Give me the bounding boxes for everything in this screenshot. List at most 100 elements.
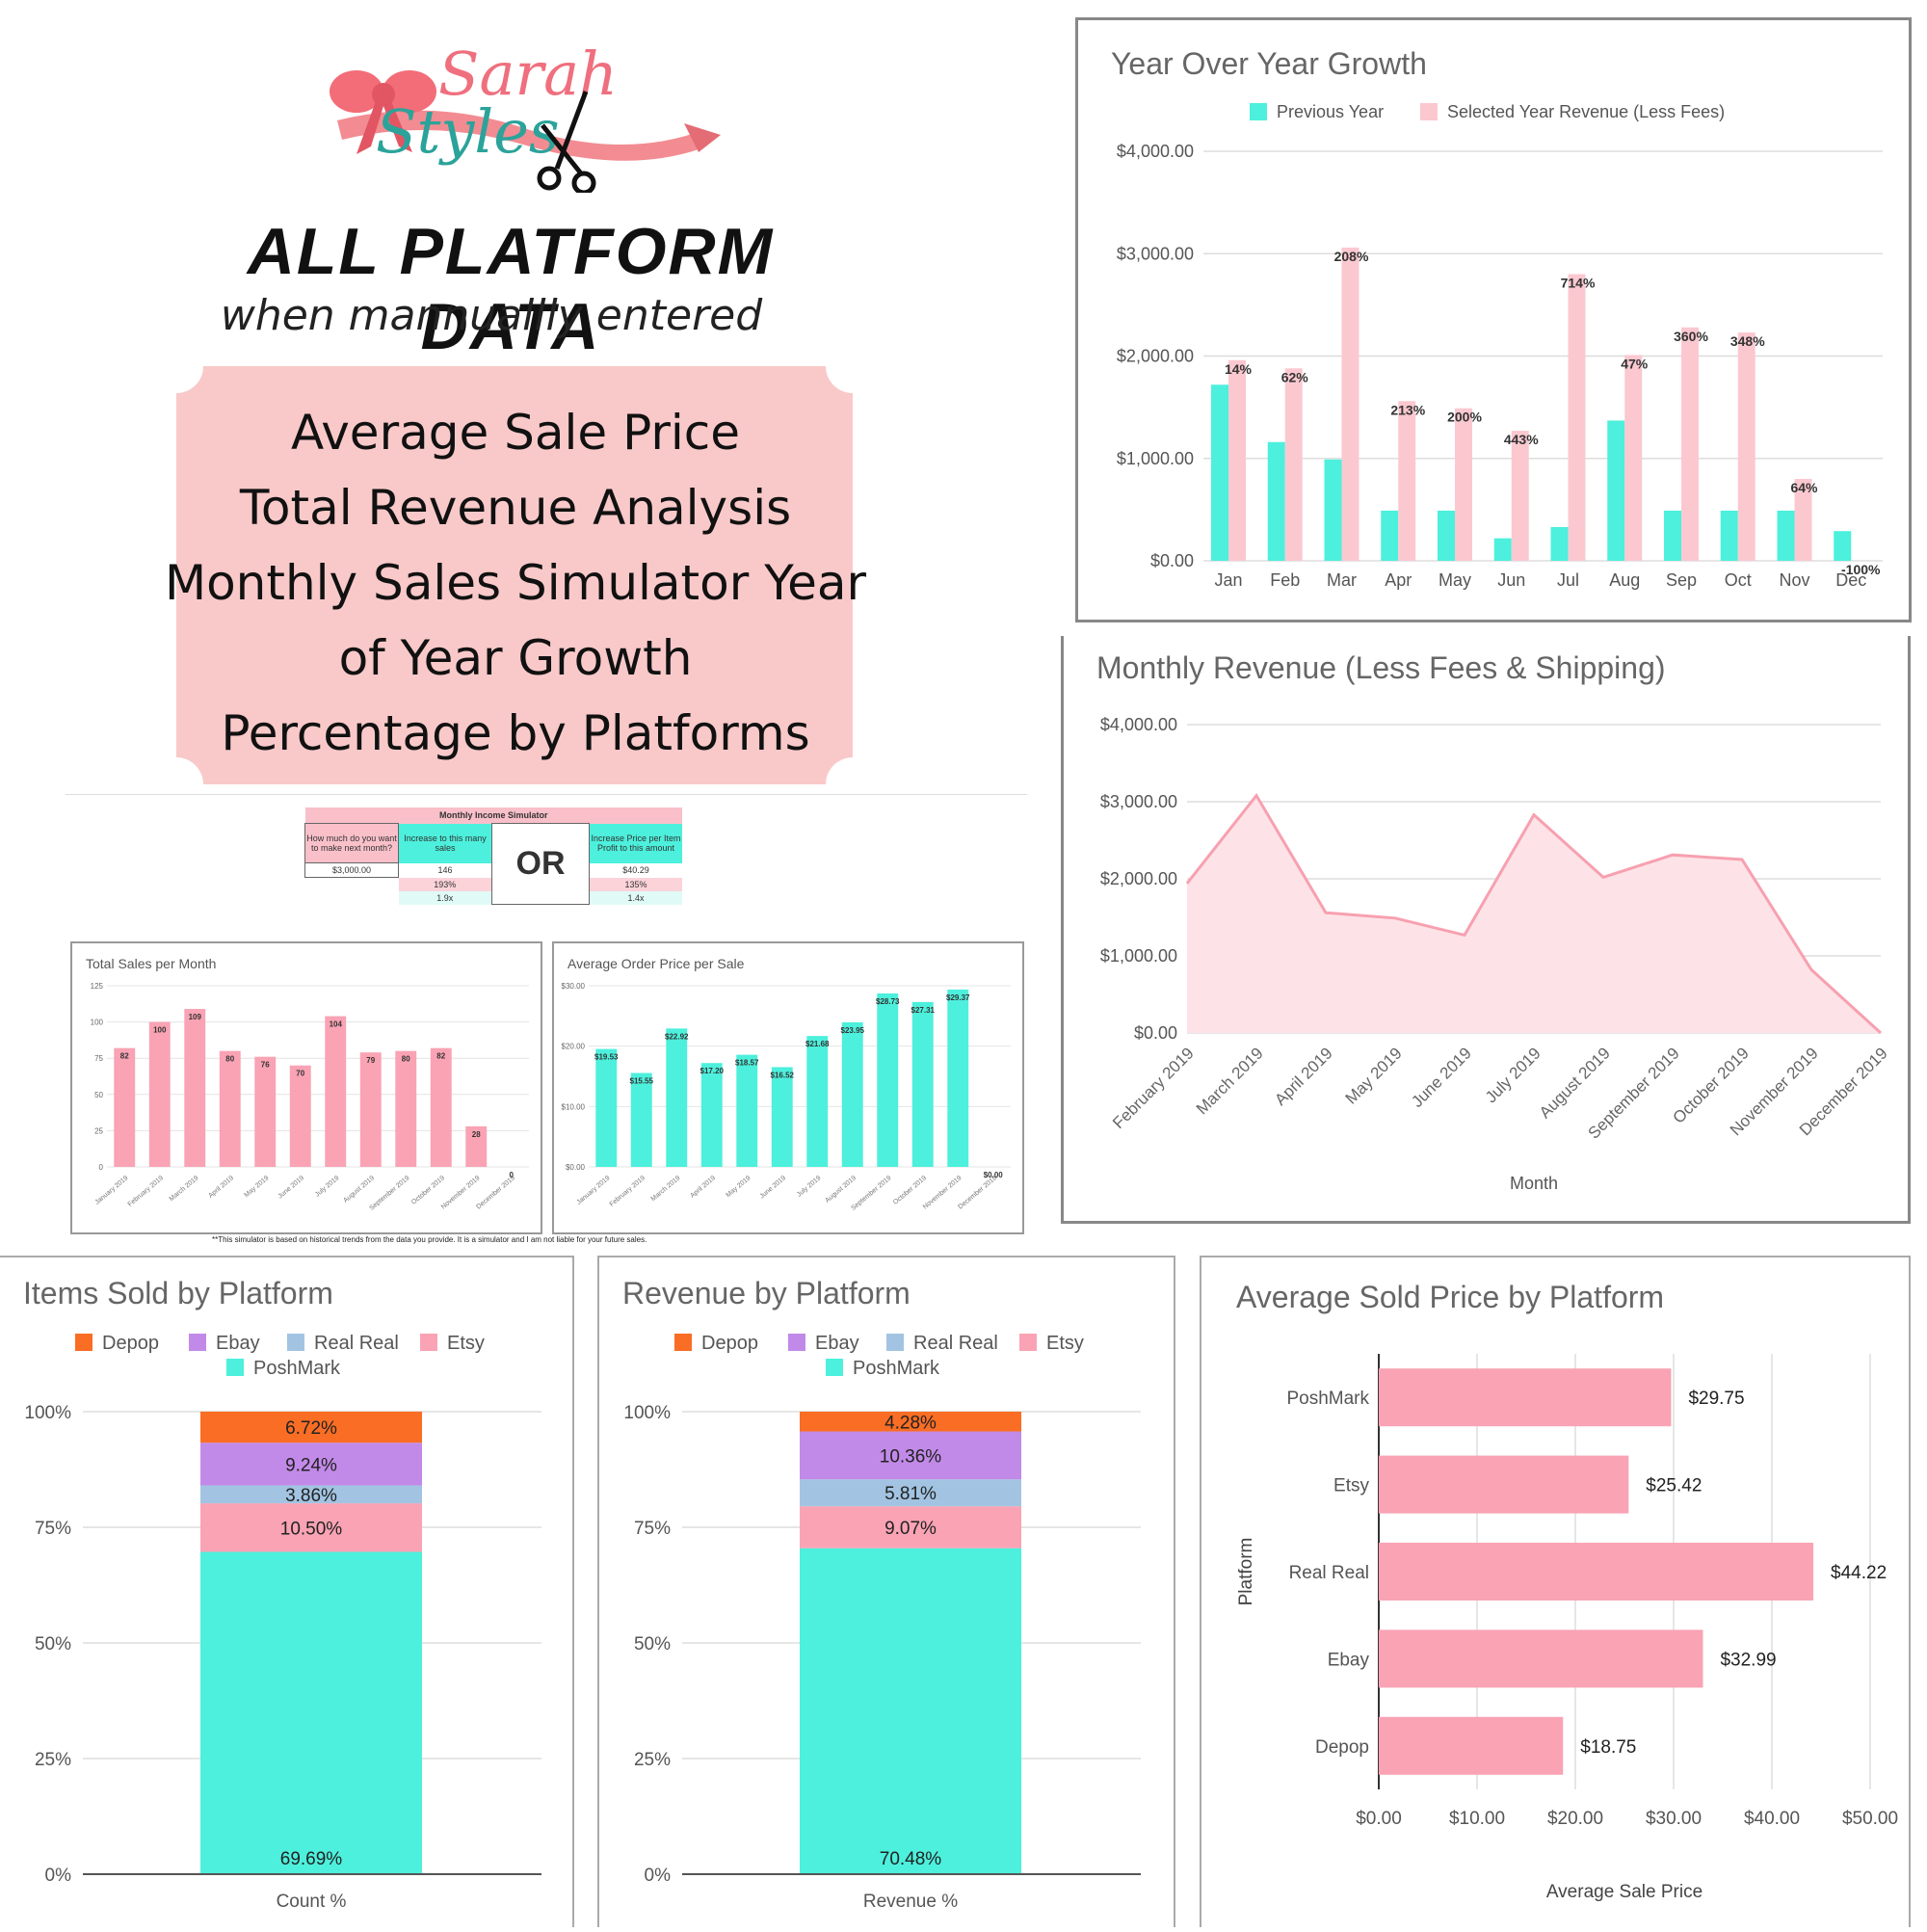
data-label: 104: [330, 1020, 343, 1029]
y-tick-label: $10.00: [562, 1102, 586, 1111]
area-fill: [1187, 795, 1881, 1033]
bar: [806, 1036, 829, 1167]
legend-label: Etsy: [1046, 1333, 1084, 1354]
y-tick-label: 0: [99, 1163, 104, 1172]
y-tick-label: 75%: [35, 1519, 71, 1539]
simulator-disclaimer: **This simulator is based on historical …: [212, 1235, 647, 1244]
x-tick-label: May 2019: [243, 1175, 270, 1199]
bar-selected-year: [1511, 431, 1529, 561]
legend-label: Real Real: [314, 1333, 399, 1354]
monthly-revenue-chart: Monthly Revenue (Less Fees & Shipping) $0…: [1096, 650, 1891, 1193]
x-tick-label: March 2019: [169, 1175, 200, 1203]
bar: [666, 1028, 688, 1167]
simulator-cell: 193%: [398, 877, 492, 891]
simulator-cell: 135%: [589, 877, 682, 891]
x-tick-label: Jan: [1214, 570, 1242, 590]
simulator-title: Monthly Income Simulator: [304, 807, 682, 824]
stack-segment: [200, 1442, 422, 1486]
simulator-cell: 1.9x: [398, 890, 492, 905]
data-label: 80: [225, 1055, 234, 1064]
bar-selected-year: [1398, 401, 1416, 561]
data-label: 70.48%: [880, 1849, 942, 1869]
data-label: $25.42: [1646, 1476, 1702, 1496]
data-label: $16.52: [771, 1071, 795, 1079]
x-tick-label: May: [1439, 570, 1471, 590]
simulator-cell: 1.4x: [589, 890, 682, 905]
x-tick-label: October 2019: [892, 1175, 928, 1206]
revenue-platform-chart: Revenue by Platform Depop Ebay Real Real Ets…: [622, 1276, 1141, 1912]
avg-sold-chart: Average Sold Price by Platform $0.00 $10.0…: [1236, 1280, 1898, 1902]
yoy-panel: Year Over Year Growth Previous Year Select…: [1075, 17, 1912, 622]
y-tick-label: $4,000.00: [1100, 715, 1177, 734]
y-tick-label: $1,000.00: [1100, 946, 1177, 966]
simulator-cell: $40.29: [622, 865, 649, 875]
bar-selected-year: [1284, 368, 1303, 561]
data-label: 82: [120, 1052, 129, 1061]
feature-box: [149, 339, 880, 811]
data-label: 9.07%: [884, 1519, 937, 1539]
stack-segment: [200, 1411, 422, 1443]
y-tick-label: 100%: [24, 1403, 71, 1423]
legend-swatch: [420, 1334, 437, 1351]
data-label: 80: [402, 1055, 410, 1064]
data-label: 100: [153, 1026, 167, 1035]
y-tick-label: 0%: [645, 1866, 672, 1886]
stack-segment: [800, 1479, 1021, 1507]
data-label: 0: [510, 1171, 515, 1179]
x-tick-label: Mar: [1327, 570, 1357, 590]
x-tick-label: January 2019: [94, 1175, 130, 1206]
legend-swatch: [75, 1334, 92, 1351]
legend-swatch: [1420, 103, 1438, 120]
bar: [1379, 1368, 1672, 1427]
x-tick-label: February 2019: [609, 1175, 647, 1208]
bar-selected-year: [1341, 247, 1359, 561]
bar-selected-year: [1794, 479, 1812, 561]
data-label: $29.75: [1688, 1389, 1744, 1409]
legend-swatch: [1250, 103, 1267, 120]
data-label: $0.00: [984, 1171, 1004, 1179]
page-subtitle: when mannuallly entered: [220, 291, 763, 340]
y-tick-label: 25%: [35, 1750, 71, 1770]
bar: [771, 1067, 793, 1167]
data-label: $23.95: [841, 1026, 865, 1035]
x-tick-label: December 2019: [957, 1175, 998, 1210]
data-label: 47%: [1621, 356, 1649, 371]
avg-order-panel: Average Order Price per Sale $0.00 $10.00 $…: [552, 941, 1024, 1234]
revenue-platform-panel: Revenue by Platform Depop Ebay Real Real Ets…: [597, 1256, 1175, 1927]
x-axis-label: Revenue %: [863, 1892, 958, 1912]
x-tick-label: January 2019: [576, 1175, 612, 1206]
y-tick-label: 50%: [35, 1634, 71, 1654]
items-sold-panel: Items Sold by Platform Depop Ebay Real Real…: [0, 1256, 574, 1927]
x-axis-label: Count %: [277, 1892, 347, 1912]
data-label: $22.92: [665, 1032, 689, 1041]
x-tick-label: Nov: [1779, 570, 1809, 590]
x-tick-label: February 2019: [1109, 1044, 1198, 1132]
bar-previous-year: [1777, 510, 1795, 561]
income-simulator-table: Monthly Income Simulator How much do you…: [304, 807, 682, 905]
y-tick-label: 100%: [623, 1403, 671, 1423]
x-tick-label: December 2019: [475, 1175, 516, 1210]
chart-title: Average Order Price per Sale: [568, 956, 745, 971]
stack-segment: [200, 1503, 422, 1552]
legend-label: Depop: [102, 1333, 159, 1354]
bar-selected-year: [1228, 359, 1246, 561]
y-tick-label: 100: [91, 1019, 104, 1027]
bar: [947, 989, 969, 1167]
bar-previous-year: [1381, 510, 1399, 561]
x-tick-label: August 2019: [824, 1175, 858, 1204]
scissors-icon: [537, 91, 596, 193]
feature-item: Monthly Sales Simulator Year: [164, 555, 867, 611]
data-label: 79: [366, 1056, 375, 1065]
data-label: 14%: [1225, 361, 1253, 377]
x-tick-label: April 2019: [1271, 1044, 1336, 1109]
x-tick-label: Jun: [1497, 570, 1525, 590]
legend-swatch: [788, 1334, 805, 1351]
data-label: $28.73: [876, 997, 900, 1006]
brand-logo: Sarah Styles: [318, 39, 723, 202]
simulator-input[interactable]: $3,000.00: [304, 862, 399, 878]
logo-line2: Styles: [376, 96, 560, 167]
yoy-chart: Year Over Year Growth Previous Year Select…: [1111, 46, 1883, 590]
data-label: 208%: [1334, 249, 1369, 264]
monthly-revenue-panel: Monthly Revenue (Less Fees & Shipping) $0…: [1061, 636, 1911, 1224]
series-line: [1185, 792, 1883, 1035]
